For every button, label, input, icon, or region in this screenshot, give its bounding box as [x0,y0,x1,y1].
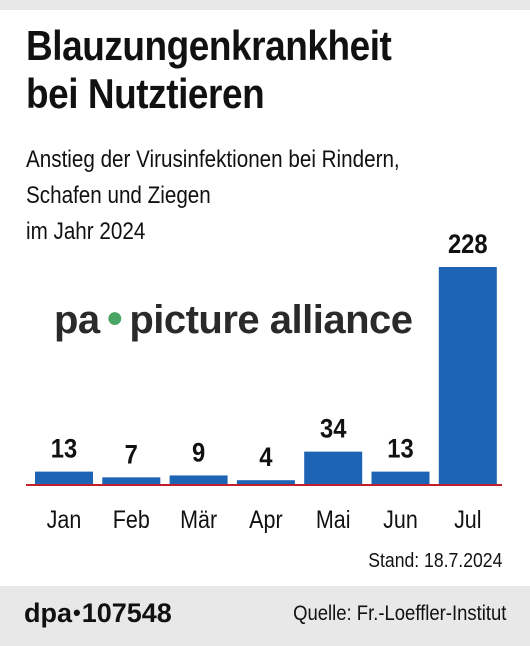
bar-feb [102,477,161,484]
watermark-pa: pa [54,298,100,342]
category-label-jun: Jun [383,505,418,533]
dpa-logo: dpa•107548 [24,598,172,629]
chart-title: Blauzungenkrankheit bei Nutztieren [26,22,392,118]
value-label-mär: 9 [192,438,205,468]
category-label-jul: Jul [454,505,481,533]
chart-subtitle: Anstieg der Virusinfektionen bei Rindern… [26,142,400,250]
bar-mär [169,475,228,484]
value-label-feb: 7 [125,440,138,470]
title-line-2: bei Nutztieren [26,70,265,117]
bar-mai [304,451,363,484]
category-label-mai: Mai [316,505,351,533]
dpa-agency: dpa [24,598,73,628]
bar-jul [438,267,497,484]
category-label-feb: Feb [113,505,150,533]
dpa-number: 107548 [81,598,172,628]
bar-apr [236,480,295,484]
watermark-dot-icon: ● [105,301,124,334]
bar-jan [35,471,93,484]
footer: dpa•107548 Quelle: Fr.-Loeffler-Institut [0,586,530,646]
subtitle-line-2: Schafen und Ziegen [26,182,211,209]
watermark-text: picture alliance [129,298,413,342]
value-label-mai: 34 [320,414,346,444]
value-label-apr: 4 [259,443,272,473]
category-label-mär: Mär [180,505,217,533]
category-label-apr: Apr [249,505,283,533]
title-line-1: Blauzungenkrankheit [26,22,392,69]
subtitle-line-3: im Jahr 2024 [26,218,146,245]
value-label-jun: 13 [387,434,413,464]
subtitle-line-1: Anstieg der Virusinfektionen bei Rindern… [26,146,400,173]
value-label-jul: 228 [448,230,488,260]
bar-jun [371,471,430,484]
picture-alliance-watermark: pa ● picture alliance [54,298,413,343]
dpa-dot-icon: • [73,600,81,625]
stand-date: Stand: 18.7.2024 [367,550,502,572]
value-label-jan: 13 [51,434,77,464]
source-note: Quelle: Fr.-Loeffler-Institut [292,602,506,625]
category-label-jan: Jan [47,505,82,533]
